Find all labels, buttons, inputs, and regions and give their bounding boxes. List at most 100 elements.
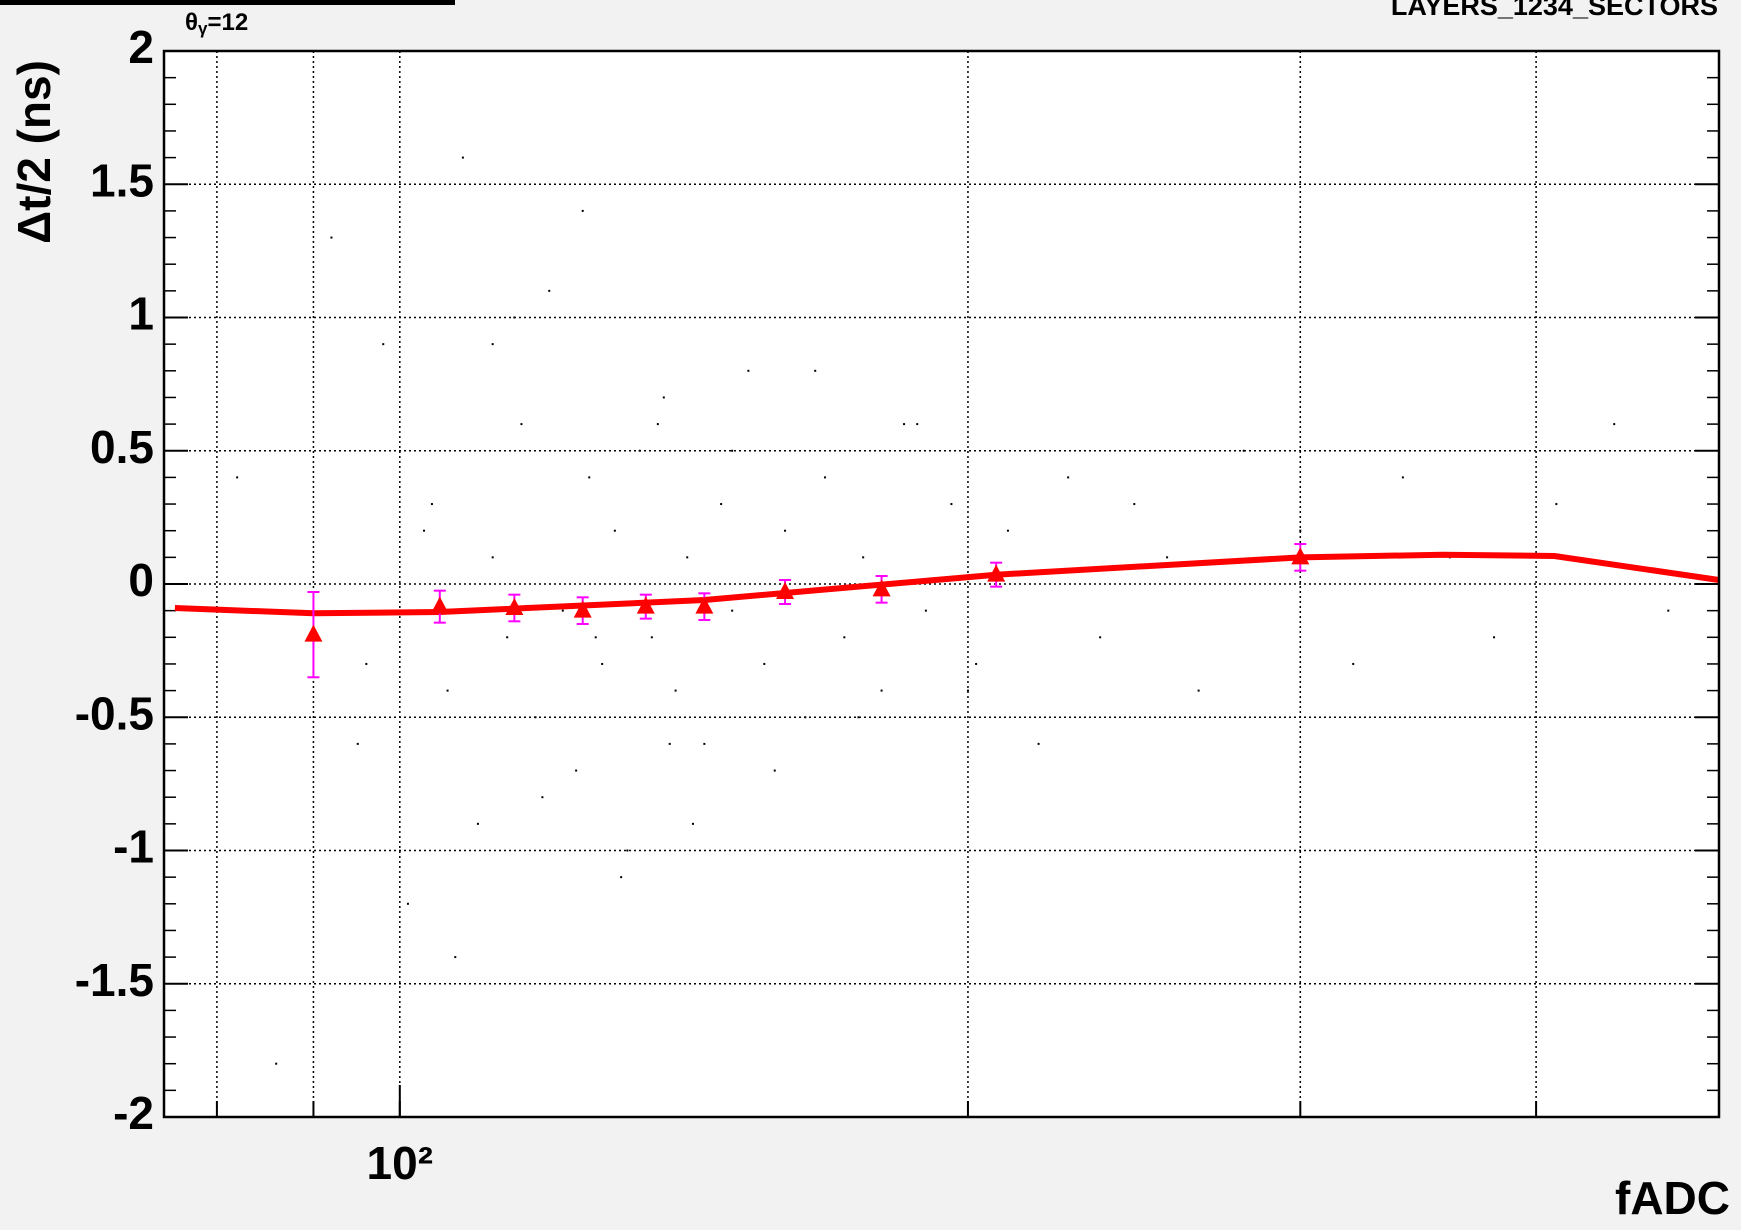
data-point (573, 600, 592, 618)
scatter-dot (924, 609, 927, 612)
scatter-dot (950, 503, 953, 506)
annotation-subscript: γ (198, 19, 208, 38)
scatter-dot (430, 503, 433, 506)
y-tick-label: -0.5 (75, 687, 154, 739)
y-tick-label: 0.5 (90, 421, 154, 473)
scatter-dot (1197, 689, 1200, 692)
title-box-edge (0, 0, 455, 5)
scatter-dot (406, 902, 409, 905)
scatter-dot (1401, 476, 1404, 479)
y-tick-label: 2 (128, 21, 154, 73)
scatter-dot (1613, 423, 1616, 426)
y-tick-label: -2 (113, 1087, 154, 1139)
scatter-dot (446, 689, 449, 692)
scatter-dot (1667, 609, 1670, 612)
y-tick-label: 0 (128, 554, 154, 606)
scatter-dot (638, 449, 641, 452)
scatter-dot (703, 742, 706, 745)
scatter-dot (382, 343, 385, 346)
scatter-dot (520, 423, 523, 426)
data-point (1291, 547, 1310, 565)
scatter-dot (461, 156, 464, 159)
scatter-dot (601, 662, 604, 665)
scatter-dot (804, 716, 807, 719)
scatter-dot (561, 609, 564, 612)
scatter-dot (1352, 662, 1355, 665)
scatter-dot (365, 662, 368, 665)
scatter-dot (548, 289, 551, 292)
scatter-dot (903, 423, 906, 426)
scatter-dot (1555, 503, 1558, 506)
scatter-dot (857, 716, 860, 719)
scatter-dot (594, 636, 597, 639)
x-axis-title: fADC (1615, 1172, 1730, 1224)
scatter-dot (575, 769, 578, 772)
scatter-dot (513, 316, 516, 319)
scatter-dot (662, 396, 665, 399)
scatter-dot (581, 209, 584, 212)
scatter-dot (966, 689, 969, 692)
scatter-dot (731, 609, 734, 612)
scatter-dot (720, 503, 723, 506)
scatter-dot (1299, 529, 1302, 532)
annotation: θγ=12 (185, 9, 248, 38)
scatter-dot (843, 636, 846, 639)
scatter-dot (1067, 476, 1070, 479)
scatter-dot (620, 876, 623, 879)
scatter-dot (668, 742, 671, 745)
scatter-dot (650, 636, 653, 639)
scatter-dot (784, 529, 787, 532)
data-point (987, 564, 1006, 582)
scatter-dot (824, 476, 827, 479)
scatter-dot (656, 423, 659, 426)
y-tick-label: 1.5 (90, 154, 154, 206)
data-point (304, 624, 323, 642)
scatter-dot (691, 822, 694, 825)
y-tick-label: -1.5 (75, 954, 154, 1006)
scatter-dot (1006, 529, 1009, 532)
scatter-dot (773, 769, 776, 772)
scatter-dot (454, 956, 457, 959)
scatter-dot (626, 849, 629, 852)
data-point (776, 581, 795, 599)
scatter-dot (747, 369, 750, 372)
scatter-dot (814, 369, 817, 372)
y-tick-label: 1 (128, 288, 154, 340)
scatter-dot (862, 556, 865, 559)
scatter-dot (588, 476, 591, 479)
scatter-dot (686, 556, 689, 559)
scatter-dot (1037, 742, 1040, 745)
scatter-dot (1133, 503, 1136, 506)
y-tick-label: -1 (113, 821, 154, 873)
scatter-dot (491, 343, 494, 346)
scatter-dot (534, 716, 537, 719)
scatter-dot (916, 423, 919, 426)
scatter-dot (330, 236, 333, 239)
scatter-dot (356, 742, 359, 745)
scatter-dot (541, 796, 544, 799)
scatter-dot (1242, 449, 1245, 452)
data-point (505, 597, 524, 615)
scatter-dot (880, 689, 883, 692)
annotation-symbol: θ (185, 9, 198, 36)
scatter-dot (1099, 636, 1102, 639)
scatter-dot (731, 449, 734, 452)
scatter-dot (236, 476, 239, 479)
scatter-dot (423, 529, 426, 532)
scatter-dot (476, 822, 479, 825)
x-tick-label: 10² (367, 1137, 433, 1189)
data-point (636, 596, 655, 614)
scatter-dot (1166, 556, 1169, 559)
scatter-dot (613, 529, 616, 532)
scatter-dot (275, 1062, 278, 1065)
scatter-dot (763, 662, 766, 665)
scatter-dot (674, 689, 677, 692)
scatter-dot (1493, 636, 1496, 639)
scatter-dot (491, 556, 494, 559)
y-axis-title: Δt/2 (ns) (8, 60, 60, 244)
plot-frame (162, 49, 1721, 1119)
scatter-dot (975, 662, 978, 665)
data-point (430, 596, 449, 614)
